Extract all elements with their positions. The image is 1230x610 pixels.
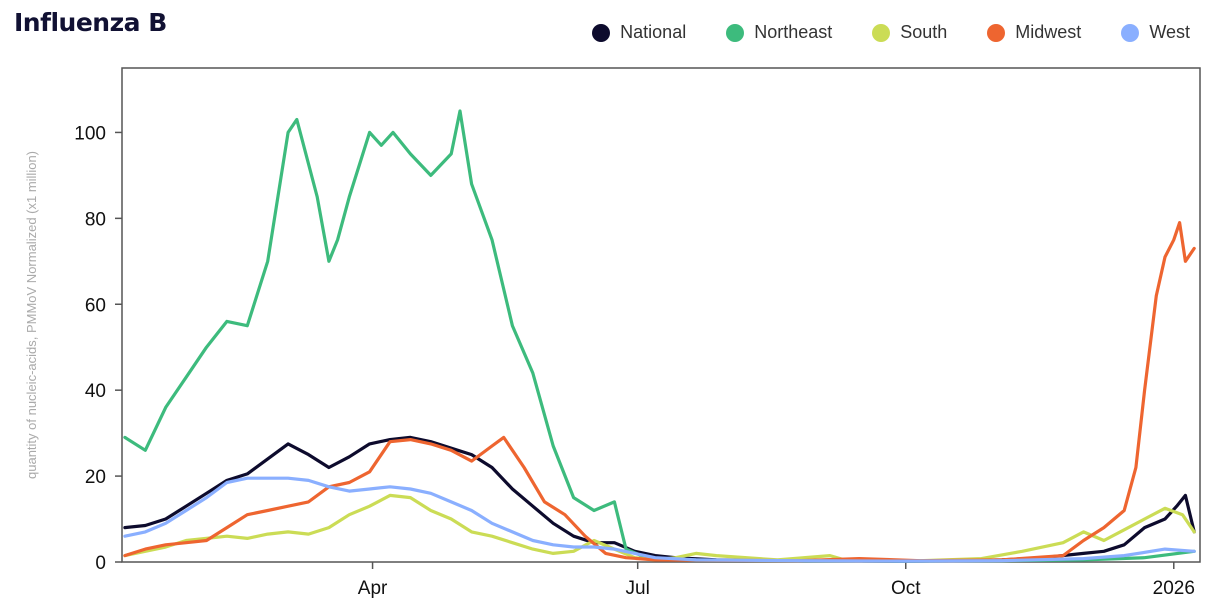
legend-label: West <box>1149 22 1190 42</box>
legend-item-northeast[interactable]: Northeast <box>726 22 832 43</box>
legend-swatch <box>1121 23 1140 42</box>
legend-swatch <box>592 23 611 42</box>
x-tick-label: Jul <box>626 578 650 599</box>
y-tick-label: 20 <box>85 467 106 488</box>
series-line-national <box>123 435 1196 563</box>
legend-item-midwest[interactable]: Midwest <box>987 22 1081 43</box>
y-axis-label: quantity of nucleic-acids, PMMoV Normali… <box>24 151 39 479</box>
x-tick-label: 2026 <box>1153 578 1195 599</box>
plot-frame <box>121 67 1201 563</box>
series-line-northeast <box>123 109 1196 563</box>
y-tick-label: 80 <box>85 209 106 230</box>
legend-label: South <box>900 22 948 42</box>
legend-item-national[interactable]: National <box>592 22 686 43</box>
y-tick-label: 0 <box>95 553 106 574</box>
legend-label: National <box>620 22 687 42</box>
legend-swatch <box>987 23 1006 42</box>
series-line-midwest <box>123 221 1196 563</box>
legend-label: Northeast <box>754 22 833 42</box>
x-tick-label: Oct <box>891 578 921 599</box>
y-tick-label: 100 <box>74 123 106 144</box>
y-tick-label: 60 <box>85 295 106 316</box>
legend-label: Midwest <box>1015 22 1082 42</box>
legend: National Northeast South Midwest West <box>592 22 1190 43</box>
chart-title: Influenza B <box>14 8 167 37</box>
legend-swatch <box>726 23 745 42</box>
series-line-south <box>123 493 1196 563</box>
series-line-west <box>123 476 1196 563</box>
legend-item-west[interactable]: West <box>1121 22 1190 43</box>
x-tick-label: Apr <box>358 578 388 599</box>
y-tick-label: 40 <box>85 381 106 402</box>
legend-item-south[interactable]: South <box>872 22 947 43</box>
legend-swatch <box>872 23 891 42</box>
